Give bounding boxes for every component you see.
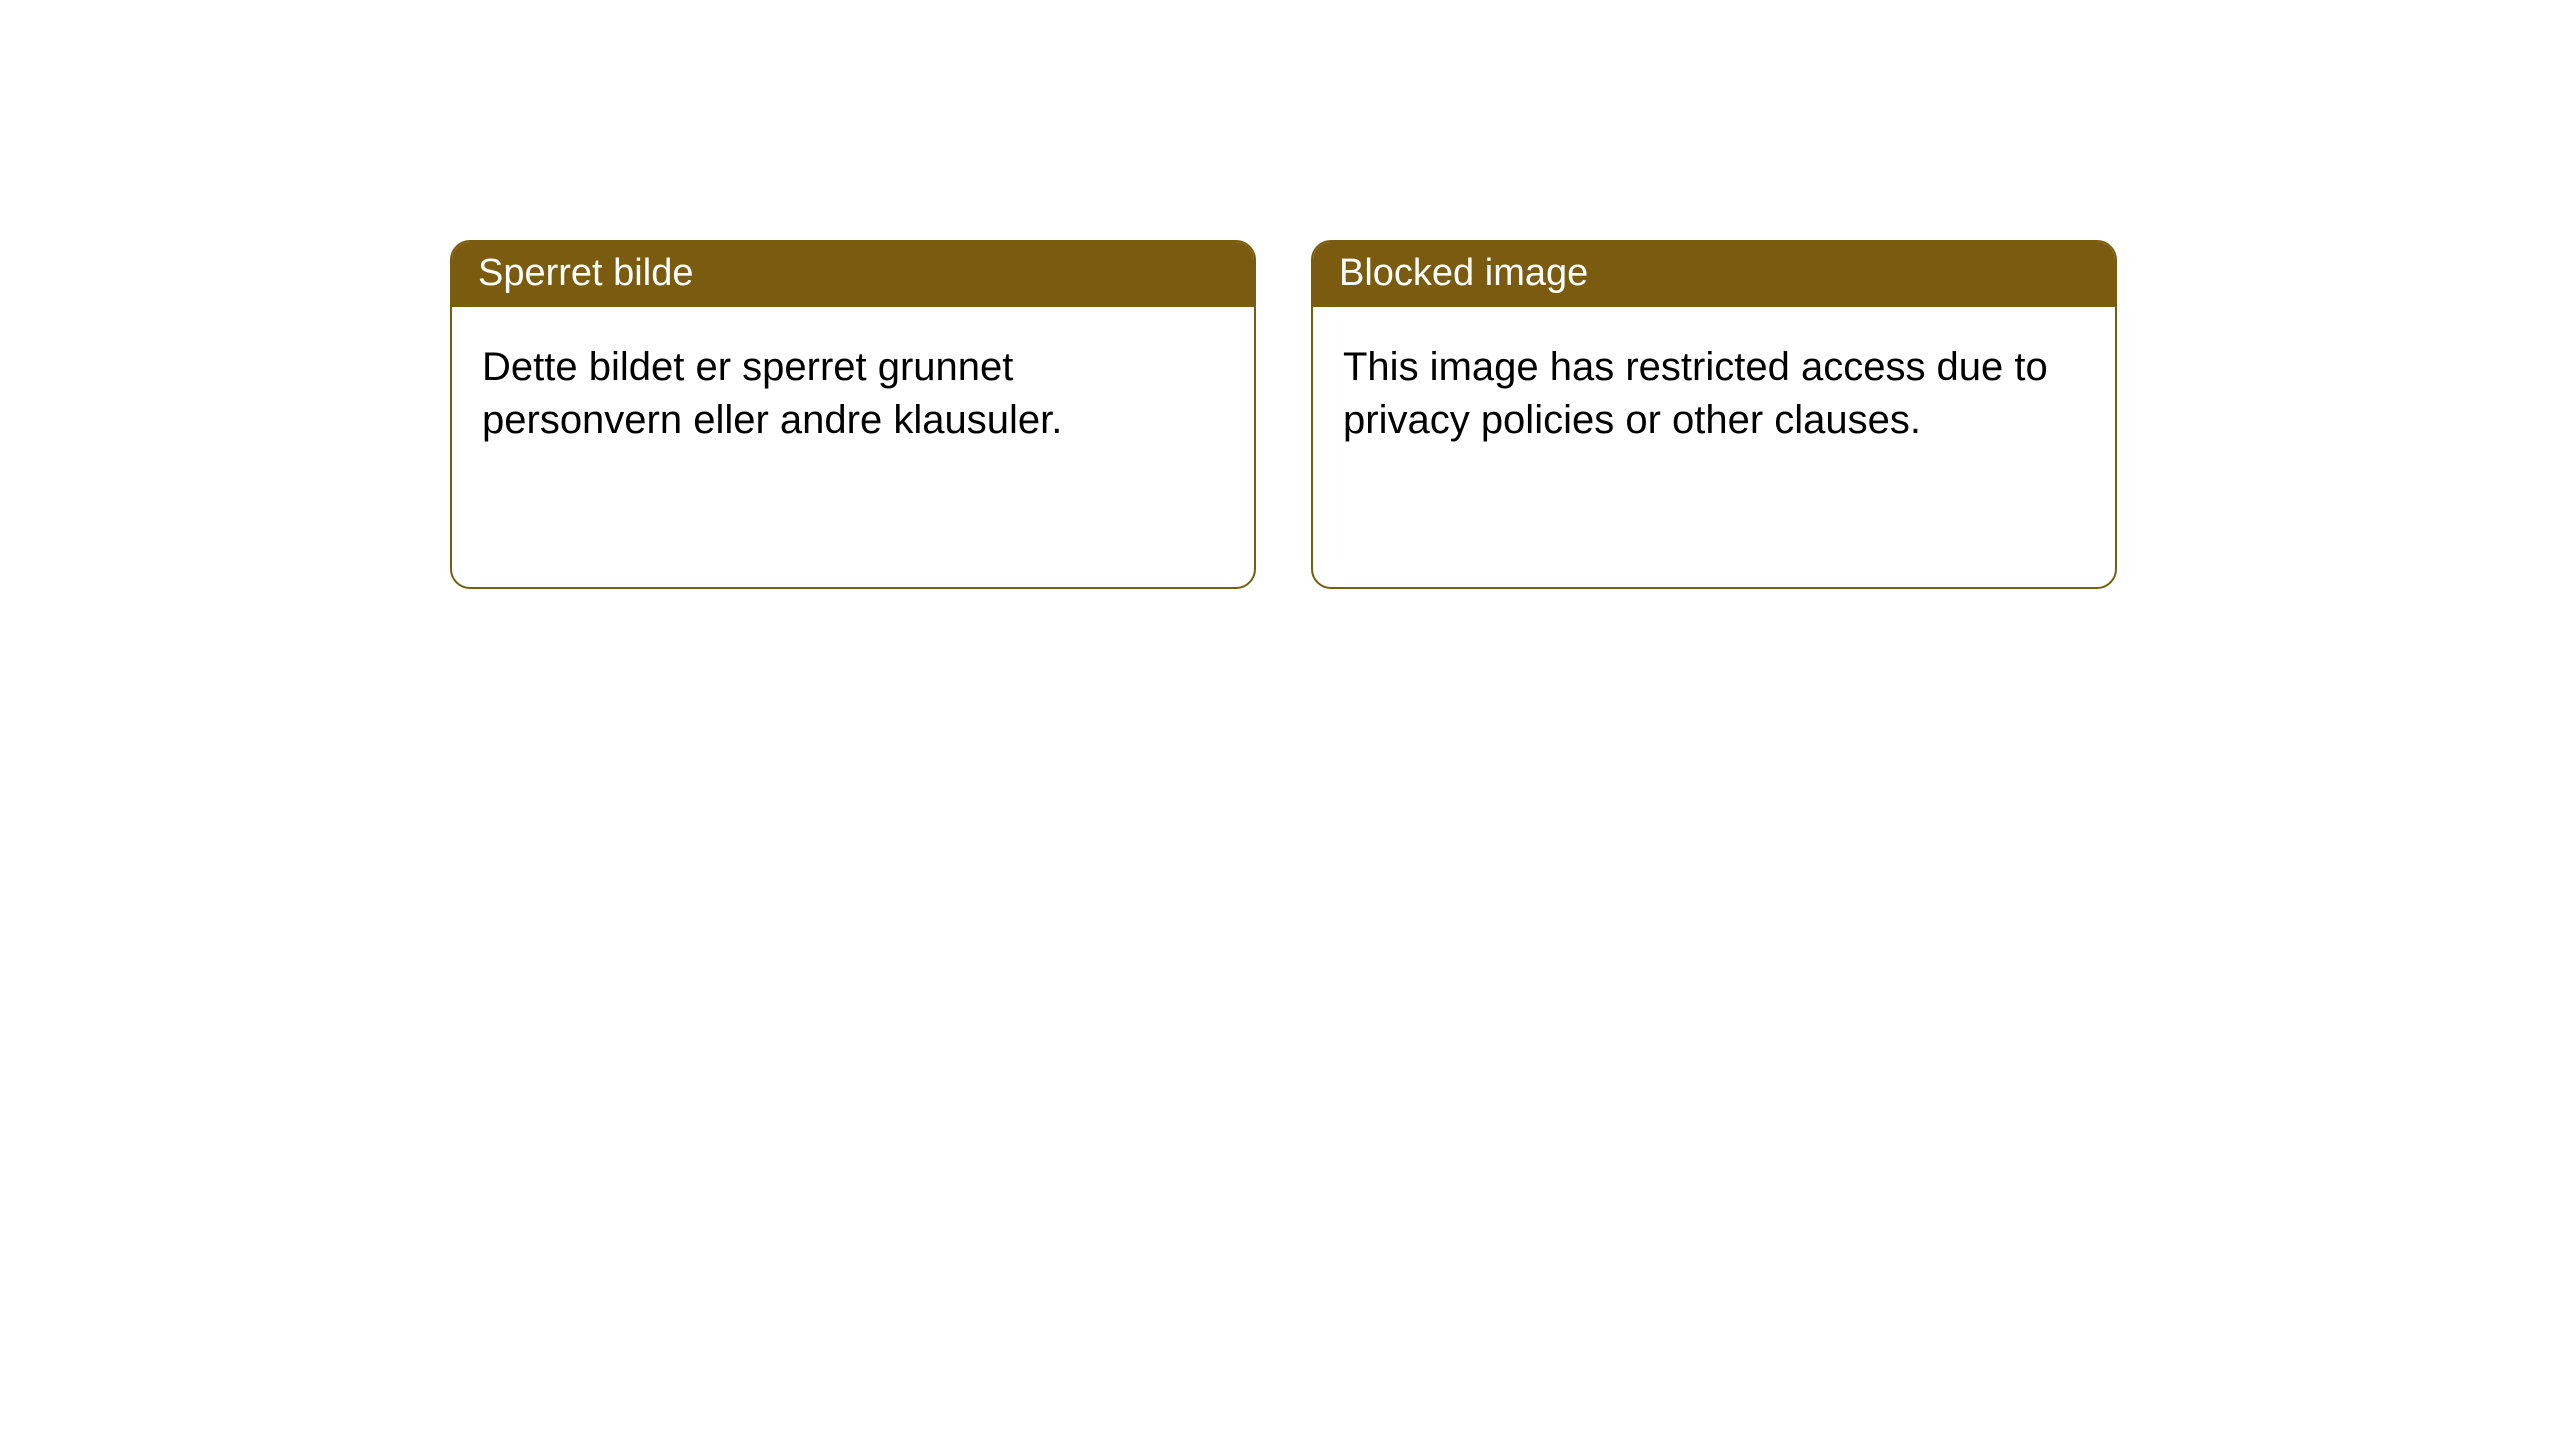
card-body: This image has restricted access due to … <box>1313 307 2115 587</box>
blocked-image-card-en: Blocked image This image has restricted … <box>1311 240 2117 589</box>
blocked-image-card-no: Sperret bilde Dette bildet er sperret gr… <box>450 240 1256 589</box>
card-body: Dette bildet er sperret grunnet personve… <box>452 307 1254 587</box>
notice-container: Sperret bilde Dette bildet er sperret gr… <box>0 0 2560 589</box>
card-header: Sperret bilde <box>452 242 1254 307</box>
card-header: Blocked image <box>1313 242 2115 307</box>
